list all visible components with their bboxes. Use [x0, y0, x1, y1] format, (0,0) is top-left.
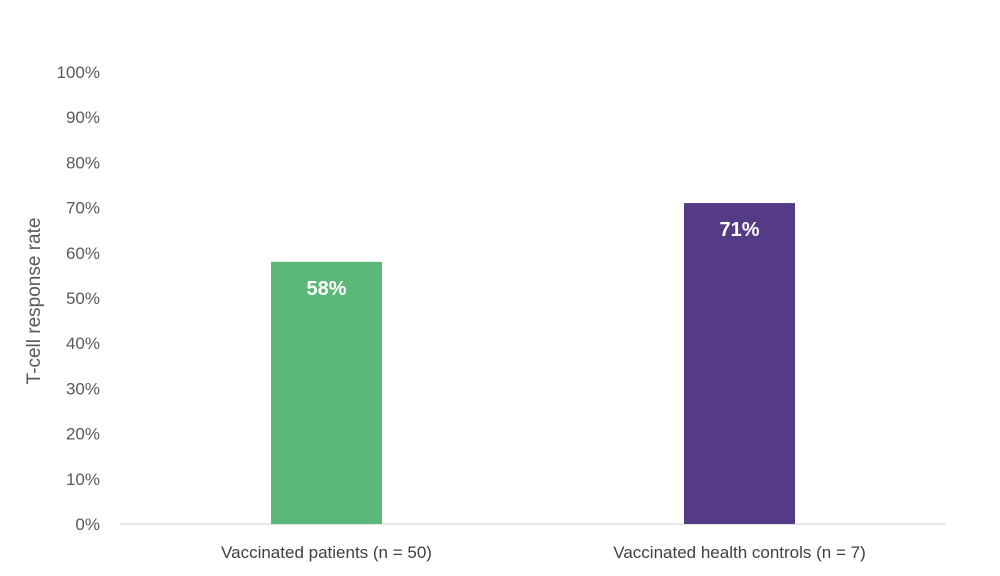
bar — [271, 261, 382, 524]
x-category-label: Vaccinated health controls (n = 7) — [613, 543, 865, 562]
bars — [271, 203, 795, 524]
y-axis-title: T-cell response rate — [24, 218, 45, 385]
y-tick-label: 60% — [66, 244, 100, 263]
x-category-label: Vaccinated patients (n = 50) — [221, 543, 432, 562]
bar-data-label: 58% — [306, 278, 346, 300]
y-tick-label: 100% — [57, 63, 100, 82]
y-tick-label: 50% — [66, 289, 100, 308]
x-axis-category-labels: Vaccinated patients (n = 50) Vaccinated h… — [221, 543, 866, 562]
y-tick-label: 10% — [66, 470, 100, 489]
bar — [684, 203, 795, 524]
y-tick-label: 40% — [66, 334, 100, 353]
y-tick-label: 30% — [66, 379, 100, 398]
y-tick-label: 20% — [66, 425, 100, 444]
y-tick-label: 80% — [66, 153, 100, 172]
y-tick-label: 70% — [66, 199, 100, 218]
bar-data-label: 71% — [719, 219, 759, 241]
y-tick-label: 90% — [66, 108, 100, 127]
y-tick-label: 0% — [75, 515, 100, 534]
bar-data-labels: 58% 71% — [306, 219, 759, 300]
y-axis-ticks: 0% 10% 20% 30% 40% 50% 60% 70% 80% 90% 100% — [57, 63, 100, 534]
